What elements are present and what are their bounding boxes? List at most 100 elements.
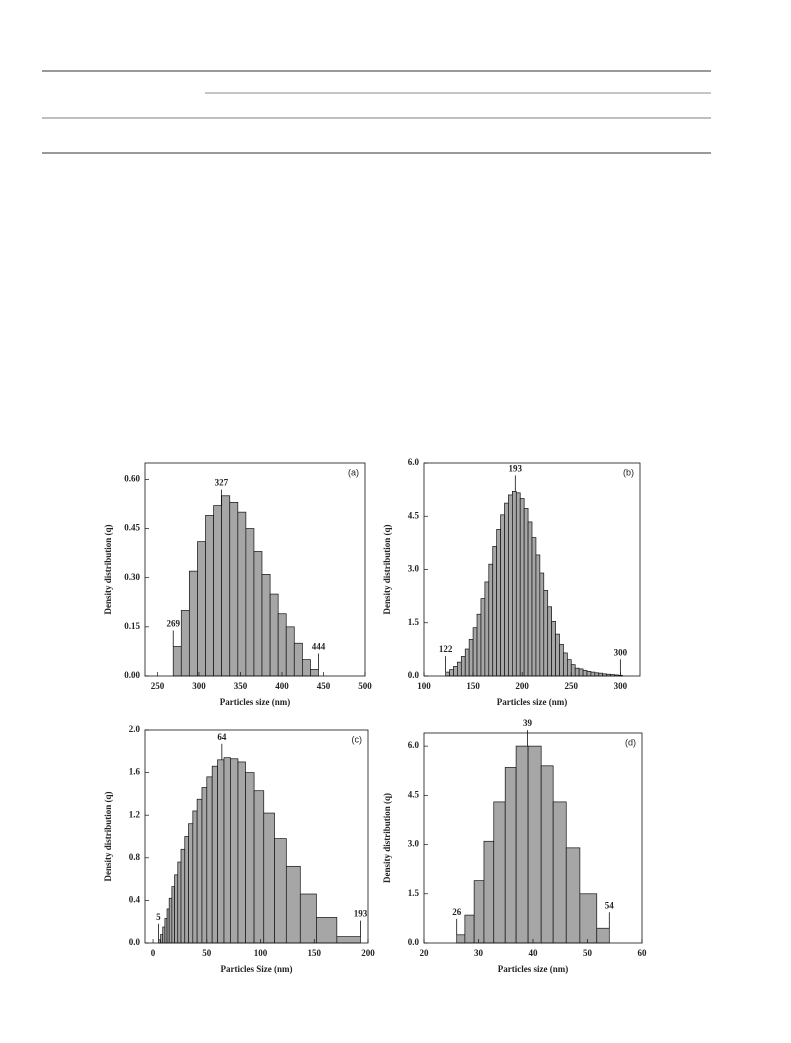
panel-label: (c) [352, 734, 363, 744]
x-tick-label: 30 [474, 948, 484, 958]
bar [206, 776, 213, 944]
bar [269, 593, 279, 677]
bar [174, 874, 179, 944]
y-tick-label: 0.8 [129, 852, 141, 862]
bar [579, 893, 598, 944]
bar [574, 667, 580, 677]
bar [594, 672, 600, 677]
bar [237, 511, 247, 677]
bar [519, 498, 525, 677]
x-tick-label: 400 [275, 681, 289, 691]
bar [476, 613, 482, 677]
y-axis-title: Density distribution (q) [103, 791, 113, 881]
bar [504, 502, 509, 677]
x-tick-label: 50 [202, 948, 212, 958]
bar [245, 528, 255, 677]
bar [196, 798, 203, 944]
marker-label: 300 [614, 647, 628, 657]
y-axis-title: Density distribution (q) [382, 524, 392, 614]
panel-label: (a) [348, 467, 359, 477]
x-tick-label: 150 [466, 681, 480, 691]
bar [285, 865, 301, 944]
bar [543, 590, 549, 677]
bar [211, 765, 218, 944]
bar [531, 537, 537, 677]
y-tick-label: 6.0 [408, 457, 420, 467]
marker-label: 327 [215, 478, 229, 488]
bar [492, 546, 498, 677]
bar [445, 671, 450, 677]
bar [515, 492, 521, 677]
bar [555, 633, 560, 677]
bar [456, 934, 466, 944]
y-tick-label: 0.0 [408, 937, 420, 947]
panel-label: (b) [623, 467, 634, 477]
bar [299, 893, 317, 944]
x-tick-label: 250 [151, 681, 165, 691]
bar [180, 848, 186, 944]
bar [472, 627, 478, 677]
y-tick-label: 1.6 [129, 767, 141, 777]
marker-label: 193 [354, 909, 368, 919]
bar [559, 644, 564, 677]
bar [504, 767, 517, 944]
y-tick-label: 0.15 [124, 621, 140, 631]
bar [285, 626, 295, 677]
bar [310, 669, 319, 677]
bar [293, 642, 303, 677]
bar [508, 494, 513, 677]
x-tick-label: 100 [417, 681, 431, 691]
bar [223, 757, 231, 944]
bar [464, 648, 470, 677]
bar [213, 505, 222, 677]
marker-label: 5 [156, 912, 161, 922]
bar [205, 515, 214, 677]
marker-label: 193 [509, 463, 523, 473]
marker-label: 122 [439, 644, 453, 654]
x-tick-label: 20 [420, 948, 430, 958]
bar [596, 927, 610, 944]
x-tick-label: 50 [583, 948, 593, 958]
bar [598, 672, 604, 677]
bar [539, 572, 545, 677]
y-tick-label: 0.00 [124, 670, 140, 680]
bar [590, 671, 596, 677]
bar [493, 801, 506, 944]
bar [453, 666, 458, 677]
bar [221, 495, 231, 677]
x-tick-label: 500 [358, 681, 372, 691]
x-tick-label: 250 [565, 681, 579, 691]
x-axis-title: Particles Size (nm) [221, 964, 293, 974]
bar [229, 501, 239, 677]
bar [547, 606, 552, 677]
y-axis-title: Density distribution (q) [103, 524, 113, 614]
x-tick-label: 0 [151, 948, 156, 958]
x-axis-title: Particles size (nm) [220, 697, 290, 707]
bar [274, 838, 287, 944]
x-tick-label: 350 [234, 681, 248, 691]
bar [484, 581, 490, 677]
bar [551, 620, 556, 677]
bar [168, 897, 173, 944]
y-axis-title: Density distribution (q) [382, 793, 392, 883]
x-tick-label: 300 [614, 681, 628, 691]
bar [566, 659, 572, 677]
x-tick-label: 100 [254, 948, 268, 958]
bar [460, 656, 466, 677]
marker-label: 269 [166, 619, 180, 629]
bar [263, 812, 275, 944]
bar [188, 823, 194, 944]
marker-label: 444 [312, 642, 326, 652]
bar [512, 491, 517, 677]
y-tick-label: 0.45 [124, 523, 140, 533]
bar [171, 886, 175, 944]
x-tick-label: 40 [529, 948, 539, 958]
bar [535, 554, 541, 677]
bar [473, 880, 485, 944]
marker-label: 64 [217, 732, 227, 742]
bar [496, 529, 501, 677]
y-tick-label: 2.0 [129, 724, 141, 734]
bar [177, 861, 182, 944]
bar [540, 765, 554, 944]
